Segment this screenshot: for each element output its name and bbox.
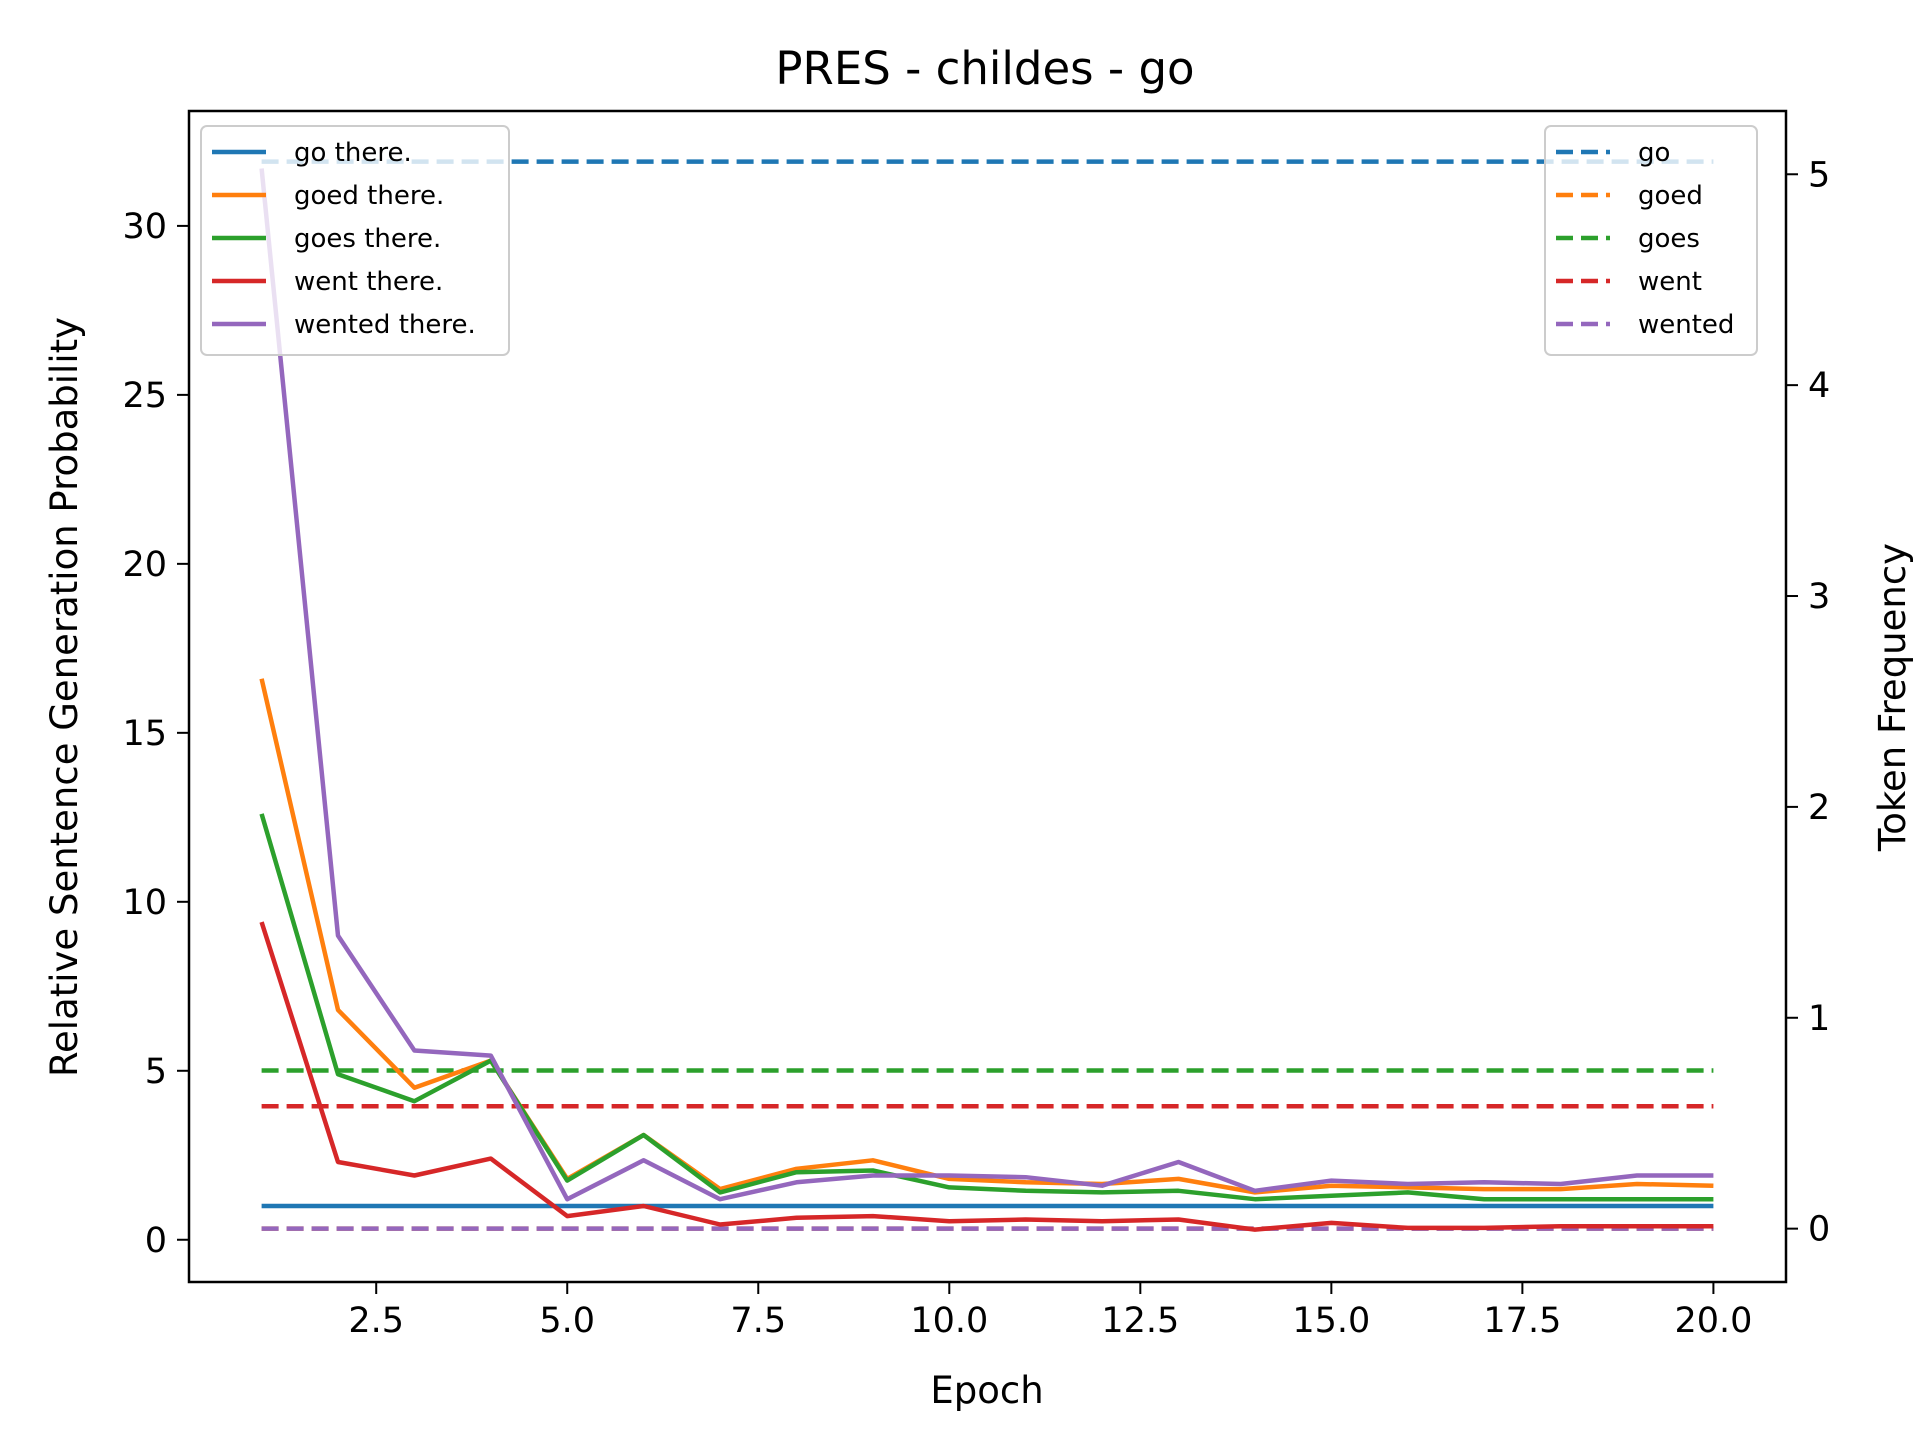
x-tick-label: 17.5	[1483, 1301, 1561, 1341]
y-tick-label: 0	[145, 1221, 167, 1261]
legend-label: goed there.	[294, 181, 444, 211]
y2-tick-label: 4	[1808, 366, 1830, 406]
x-tick-label: 12.5	[1101, 1301, 1179, 1341]
y-tick-label: 30	[122, 207, 167, 247]
legend-label: go	[1638, 138, 1670, 168]
legend-left: go there. goed there. goes there. went ther…	[200, 125, 510, 356]
legend-label: went there.	[294, 267, 443, 297]
x-tick-label: 10.0	[910, 1301, 988, 1341]
series-line-went-there	[259, 921, 1714, 1232]
x-tick-label: 15.0	[1292, 1301, 1370, 1341]
y-tick-label: 15	[122, 714, 167, 754]
legend-label: went	[1638, 267, 1702, 297]
y2-tick-label: 1	[1808, 999, 1830, 1039]
legend-label: goes	[1638, 224, 1700, 254]
legend-label: go there.	[294, 138, 412, 168]
legend-box	[200, 125, 510, 356]
y2-tick-label: 3	[1808, 577, 1830, 617]
series-layer	[259, 159, 1714, 1232]
y-tick-label: 20	[122, 545, 167, 585]
y-axis-right: 0 1 2 3 4 5	[1786, 155, 1830, 1250]
y2-axis-label: Token Frequency	[1871, 543, 1914, 852]
y-tick-label: 25	[122, 376, 167, 416]
legend-right: go goed goes went wented	[1544, 125, 1758, 356]
x-axis-label: Epoch	[930, 1369, 1043, 1412]
x-axis: 2.5 5.0 7.5 10.0 12.5 15.0 17.5 20.0	[348, 1282, 1752, 1341]
legend-label: wented there.	[294, 310, 476, 340]
y2-tick-label: 5	[1808, 155, 1830, 195]
x-tick-label: 20.0	[1674, 1301, 1752, 1341]
y2-tick-label: 2	[1808, 788, 1830, 828]
series-line-wented-there	[259, 168, 1714, 1202]
legend-label: goes there.	[294, 224, 441, 254]
y-tick-label: 10	[122, 883, 167, 923]
x-tick-label: 7.5	[730, 1301, 786, 1341]
plot-frame	[187, 109, 1788, 1284]
x-tick-label: 2.5	[348, 1301, 404, 1341]
chart-title: PRES - childes - go	[775, 42, 1194, 95]
y-tick-label: 5	[145, 1052, 167, 1092]
y-axis-left: 0 5 10 15 20 25 30	[122, 207, 189, 1261]
legend-box	[1544, 125, 1758, 356]
legend-label: wented	[1638, 310, 1734, 340]
legend-label: goed	[1638, 181, 1703, 211]
x-tick-label: 5.0	[539, 1301, 595, 1341]
y-axis-label: Relative Sentence Generation Probability	[43, 317, 86, 1077]
y2-tick-label: 0	[1808, 1210, 1830, 1250]
